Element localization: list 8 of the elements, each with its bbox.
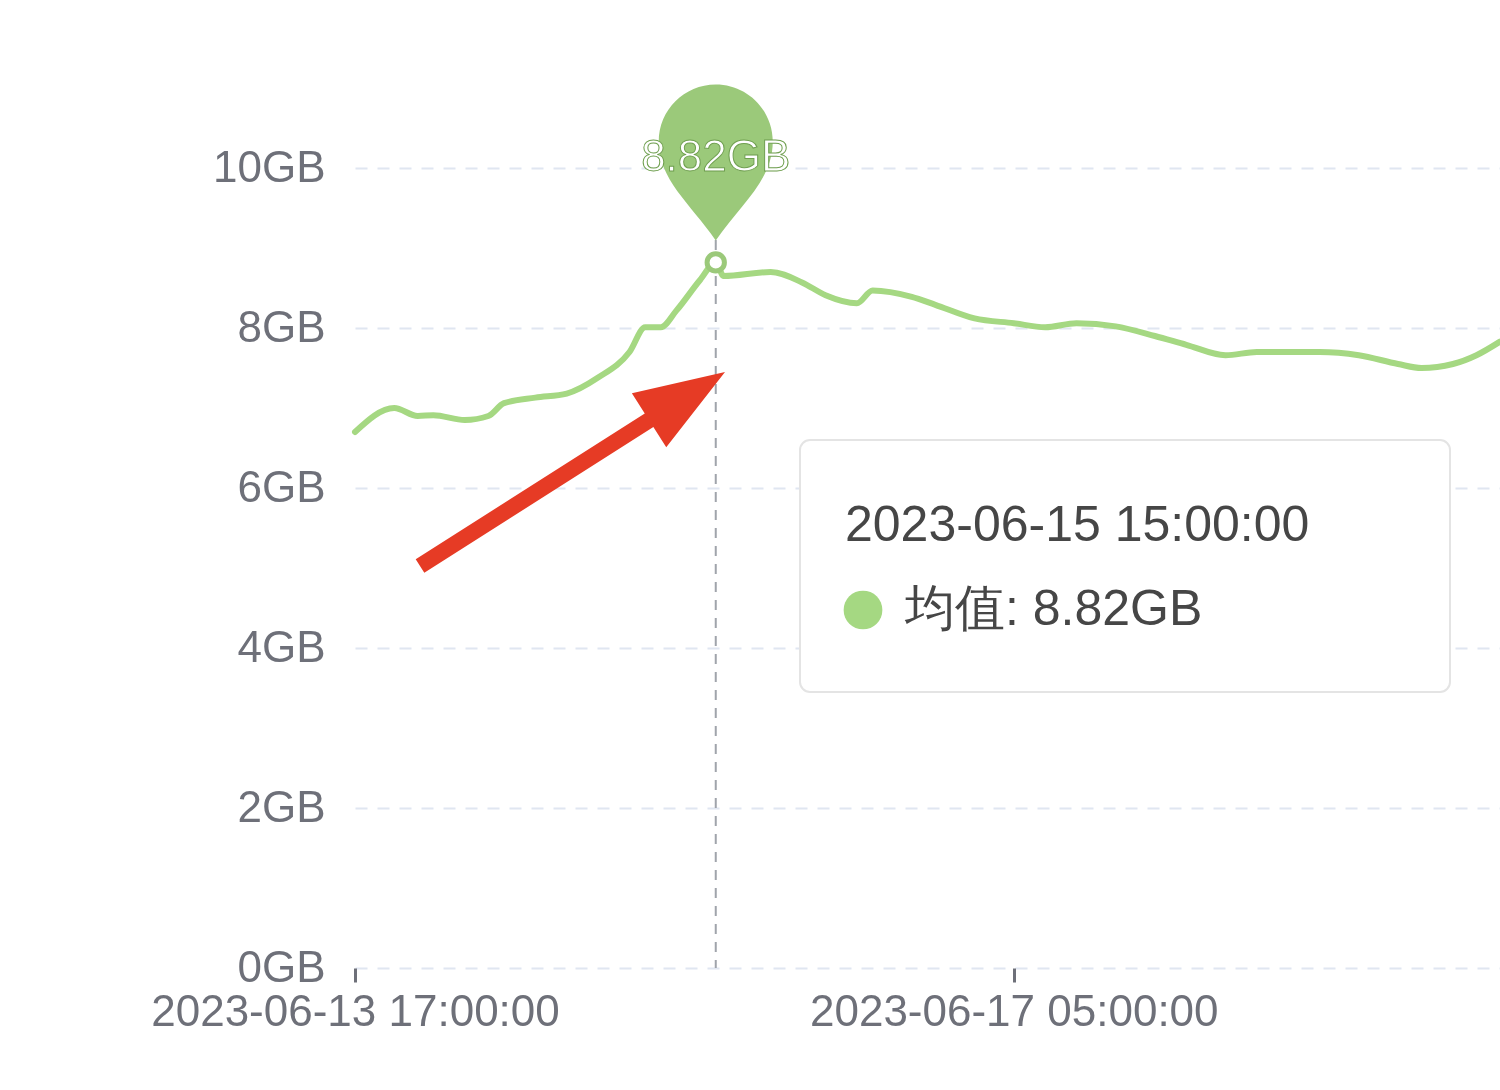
annotation: 均值: 8.82GB: [904, 580, 1203, 636]
y-tick-label: 6GB: [237, 461, 326, 511]
y-tick-label: 10GB: [212, 141, 326, 191]
y-tick-label: 8GB: [237, 301, 326, 351]
annotation: 2023-06-15 15:00:00: [845, 496, 1310, 552]
x-tick-label: 2023-06-17 05:00:00: [809, 985, 1219, 1035]
y-tick-label: 4GB: [237, 621, 326, 671]
y-tick-label: 2GB: [237, 781, 326, 831]
